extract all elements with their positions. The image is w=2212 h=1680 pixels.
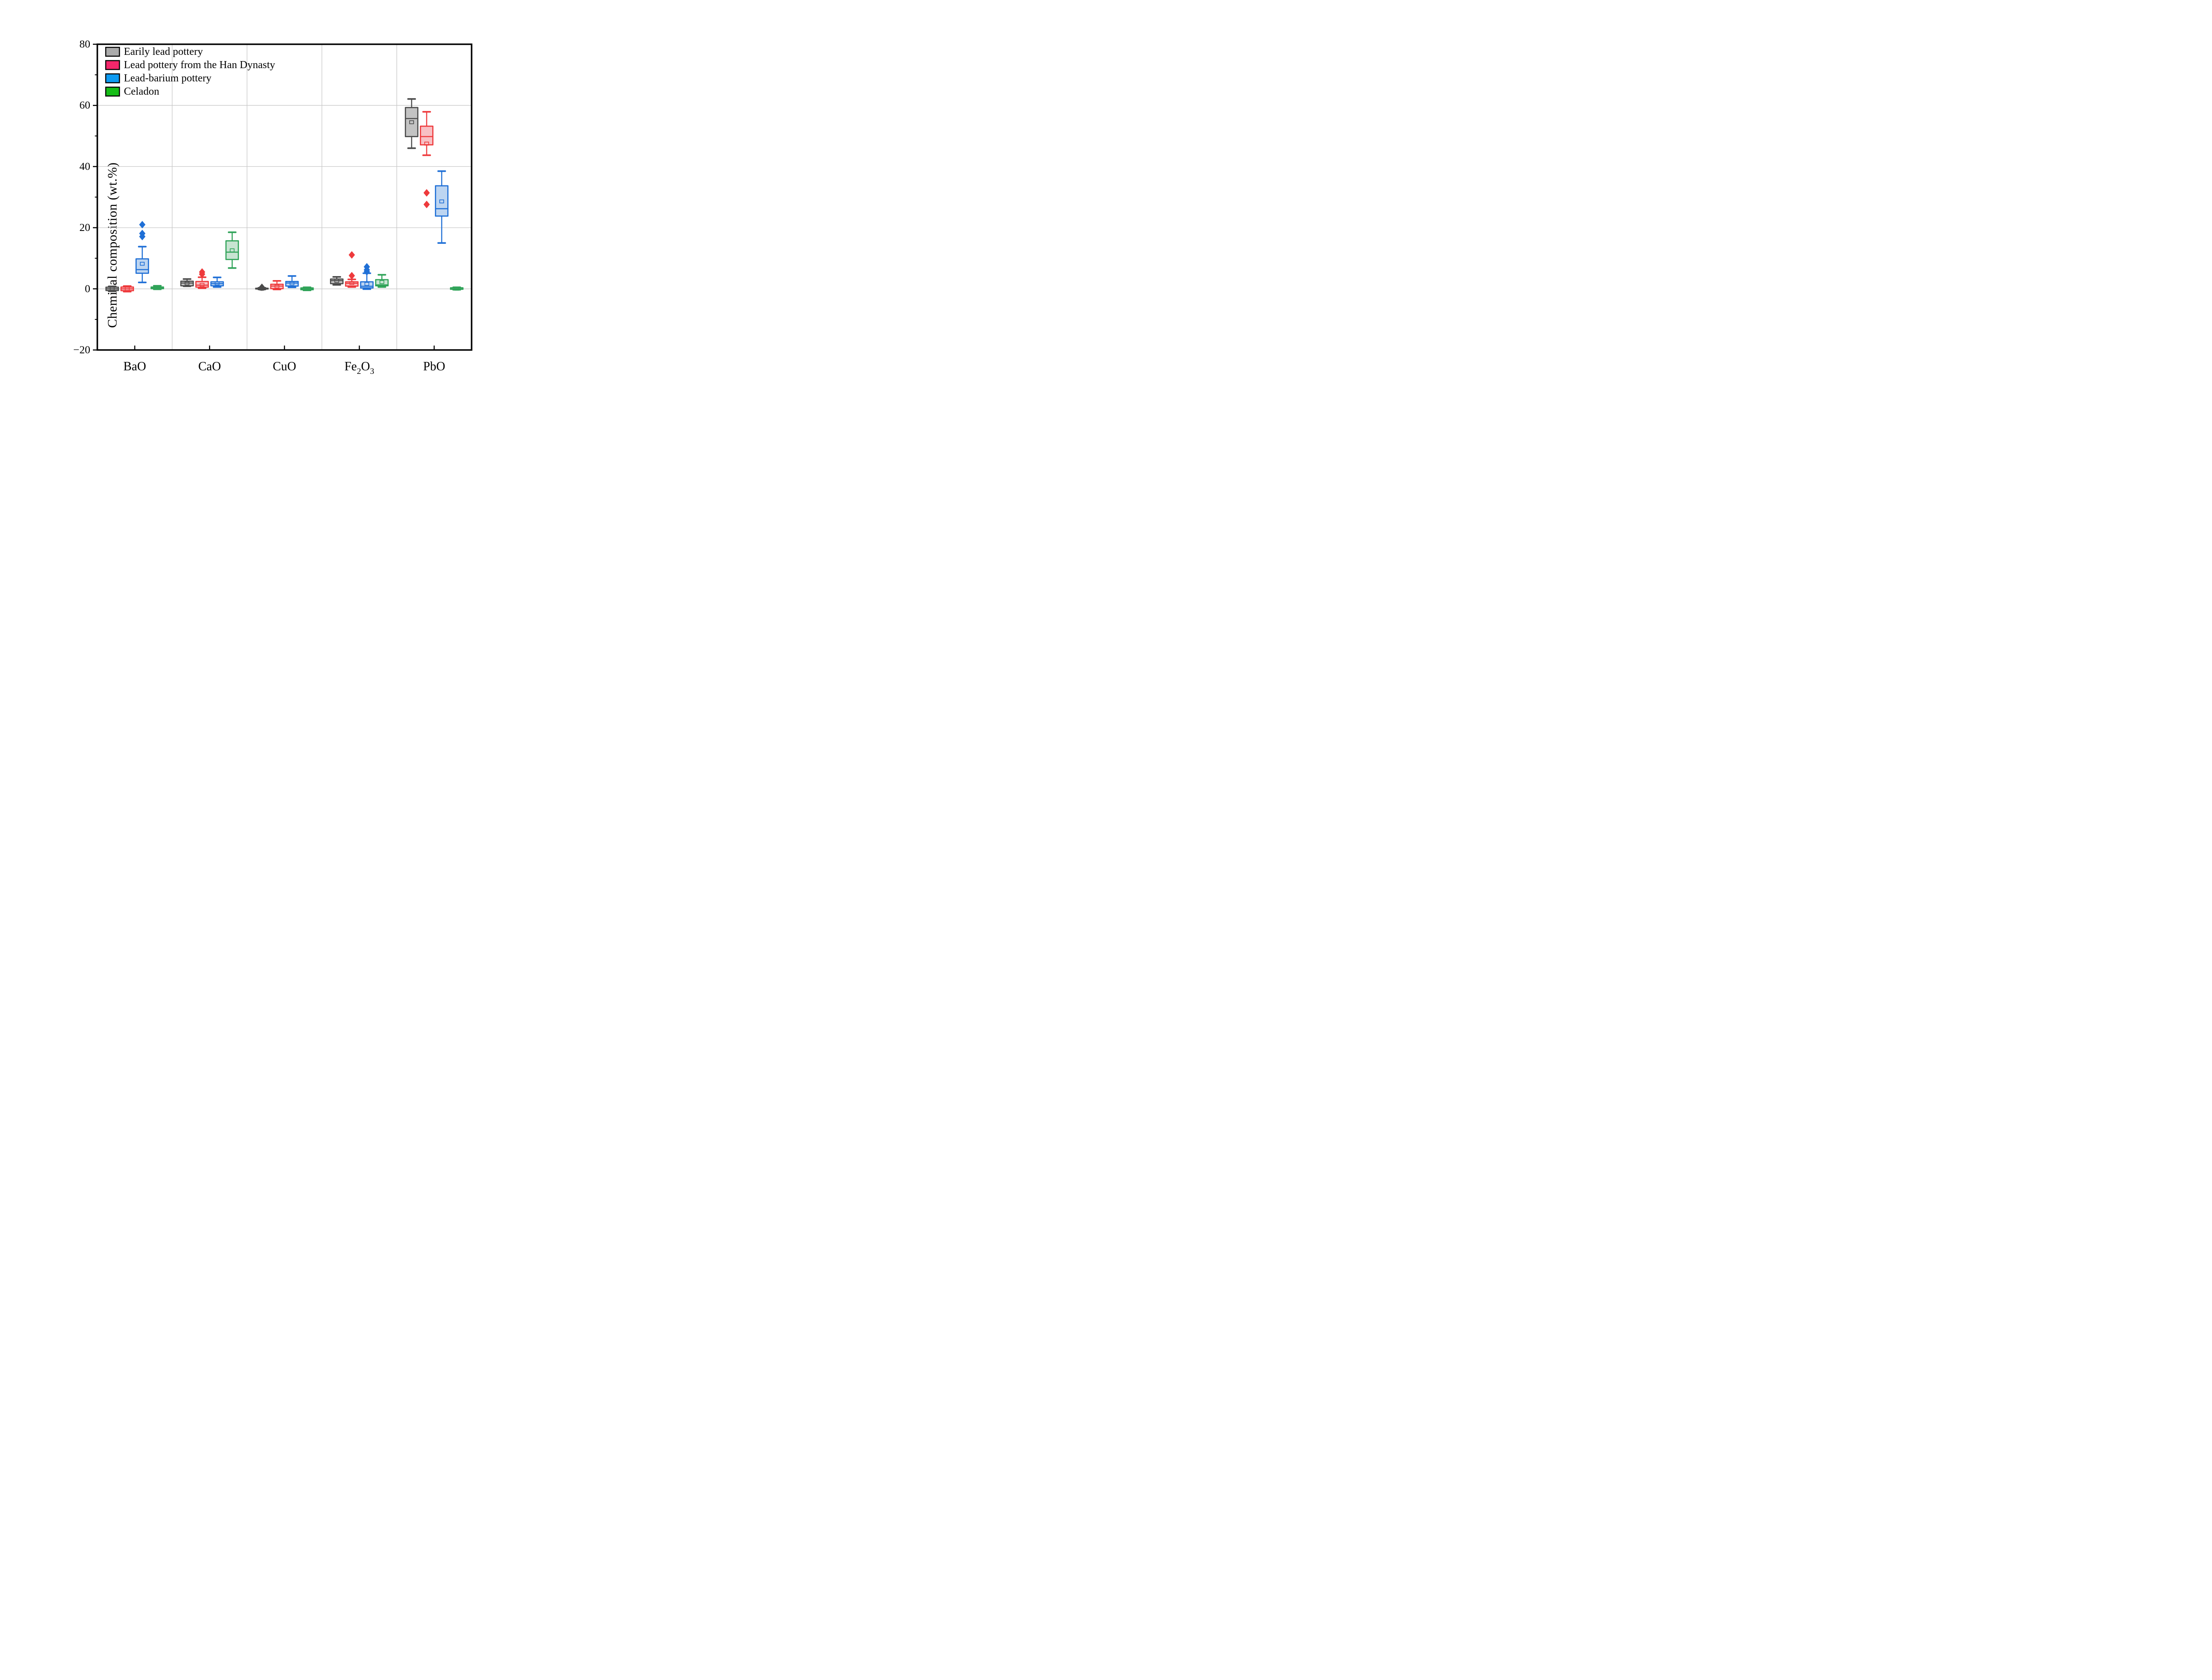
mean-marker [230,248,235,253]
box-BaO-series4 [150,285,164,290]
box-CuO-series4 [300,286,314,292]
legend-swatch [105,73,120,84]
iqr-box [135,258,149,274]
iqr-box [330,278,344,284]
x-category-label: PbO [423,360,445,373]
legend-label: Lead pottery from the Han Dynasty [124,59,275,71]
box-BaO-series1 [105,285,119,292]
outlier-diamond [349,272,355,280]
box-PbO-series4 [450,286,464,291]
legend-swatch [105,46,120,57]
iqr-box [435,185,449,217]
outlier-diamond [423,200,430,208]
mean-marker [125,287,130,291]
outlier-diamond [139,221,146,228]
box-PbO-series3 [435,170,449,244]
legend-label: Lead-barium pottery [124,73,211,84]
iqr-box [285,281,299,287]
legend-label: Earily lead pottery [124,46,203,58]
mean-marker [334,279,339,283]
y-tick-label: 80 [80,38,91,50]
legend-item-2: Lead pottery from the Han Dynasty [105,59,275,71]
x-category-label: CaO [198,360,221,373]
outlier-diamond [423,189,430,197]
mean-marker [409,120,414,124]
mean-marker [200,283,205,287]
mean-marker [289,281,295,285]
mean-marker [439,199,444,204]
mean-marker [215,281,220,286]
box-Fe2O3-series4 [375,274,389,288]
box-CaO-series3 [210,277,224,288]
plot-area: 80 60 40 20 0 −20 BaO CaO CuO Fe2O3 PbO Earily lead… [73,38,472,376]
iqr-box [195,281,209,288]
box-Fe2O3-series2 [345,251,359,288]
legend-item-3: Lead-barium pottery [105,73,211,84]
x-category-label: BaO [123,360,146,373]
box-Fe2O3-series1 [330,276,344,286]
y-tick-label: 40 [80,161,91,173]
mean-marker [349,281,354,285]
y-tick-label: 60 [80,100,91,111]
outlier-diamond [139,230,146,238]
box-BaO-series3 [135,221,149,284]
outlier-diamond [259,284,265,291]
mean-marker [274,284,280,288]
box-CuO-series3 [285,275,299,288]
mean-marker [379,280,384,284]
box-CaO-series2 [195,268,209,289]
legend-item-4: Celadon [105,86,159,97]
box-CaO-series1 [180,278,194,287]
outlier-diamond [364,263,370,271]
iqr-box [405,107,419,137]
y-tick-label: 20 [80,222,91,234]
legend-item-1: Earily lead pottery [105,46,203,58]
mean-marker [155,286,160,290]
outlier-diamond [349,251,355,259]
iqr-box [345,281,359,287]
box-CuO-series2 [270,280,284,290]
y-tick-label: −20 [73,344,90,356]
mean-marker [110,287,115,291]
mean-marker [140,261,145,266]
boxplot-figure: Chemical composition (wt.%) 80 60 40 20 0 −20… [0,0,553,420]
legend-swatch [105,60,120,70]
y-tick-label: 0 [85,283,90,295]
box-PbO-series1 [405,98,419,149]
legend-swatch [105,86,120,97]
mean-marker [364,282,369,286]
axis-ticks [93,43,435,351]
mean-marker [424,142,429,146]
box-BaO-series2 [120,285,134,292]
iqr-box [375,279,389,287]
x-category-label: Fe2O3 [345,360,374,376]
iqr-box [225,240,239,260]
plot-group: 80 60 40 20 0 −20 BaO CaO CuO Fe2O3 PbO Earily lead… [73,38,472,376]
x-category-label: CuO [273,360,296,373]
box-CuO-series1 [255,284,269,291]
mean-marker [454,287,459,291]
outlier-diamond [199,268,205,276]
box-Fe2O3-series3 [360,263,374,290]
mean-marker [304,287,310,291]
box-CaO-series4 [225,231,239,269]
mean-marker [184,281,190,285]
legend-label: Celadon [124,86,159,97]
box-PbO-series2 [420,111,434,208]
